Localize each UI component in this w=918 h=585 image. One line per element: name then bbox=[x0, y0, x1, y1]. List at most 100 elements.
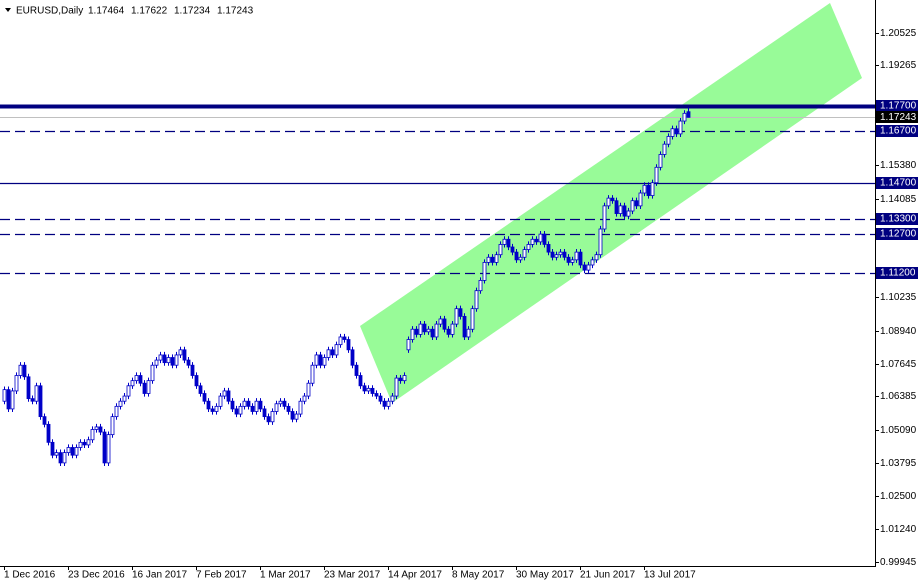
candle-body bbox=[462, 315, 467, 338]
candle-body bbox=[118, 400, 123, 407]
candle-body bbox=[30, 398, 35, 402]
candle-body bbox=[222, 390, 227, 397]
candle-body bbox=[514, 251, 519, 261]
candle-body bbox=[366, 387, 371, 392]
candle-body bbox=[498, 244, 503, 256]
candle-body bbox=[290, 411, 295, 420]
candle-body bbox=[354, 364, 359, 376]
candle-body bbox=[78, 441, 83, 448]
candle-body bbox=[426, 328, 431, 333]
y-tick-label: 1.15380 bbox=[880, 160, 917, 171]
y-tick-label: 1.02500 bbox=[880, 491, 917, 502]
candle-body bbox=[234, 408, 239, 415]
x-tick-label: 23 Dec 2016 bbox=[68, 570, 125, 581]
candle-body bbox=[606, 197, 611, 207]
candle-body bbox=[602, 205, 607, 230]
candle-body bbox=[554, 254, 559, 258]
candle-body bbox=[250, 405, 255, 412]
level-label-box bbox=[876, 125, 918, 137]
candle-body bbox=[54, 452, 59, 456]
candle-body bbox=[226, 390, 231, 402]
y-tick-label: 1.07645 bbox=[880, 359, 917, 370]
candle-body bbox=[86, 439, 91, 446]
candle-body bbox=[678, 120, 683, 135]
candle-body bbox=[490, 256, 495, 263]
candle-body bbox=[350, 349, 355, 366]
candle-body bbox=[666, 136, 671, 145]
candle-body bbox=[186, 359, 191, 366]
candle-body bbox=[274, 403, 279, 412]
candle-body bbox=[670, 128, 675, 137]
candle-body bbox=[414, 328, 419, 335]
x-tick-label: 23 Mar 2017 bbox=[324, 570, 381, 581]
candle-body bbox=[242, 400, 247, 407]
candle-body bbox=[178, 349, 183, 356]
candle-body bbox=[406, 339, 411, 351]
candle-body bbox=[478, 280, 483, 292]
candle-body bbox=[134, 375, 139, 382]
candle-body bbox=[386, 400, 391, 407]
channel bbox=[360, 3, 862, 403]
candle-body bbox=[390, 395, 395, 402]
menu-arrow bbox=[5, 8, 11, 12]
candle-body bbox=[682, 112, 687, 122]
candle-body bbox=[46, 423, 51, 443]
candle-body bbox=[210, 408, 215, 412]
x-tick-label: 1 Mar 2017 bbox=[260, 570, 311, 581]
candle-body bbox=[550, 251, 555, 258]
y-tick-label: 1.05090 bbox=[880, 425, 917, 436]
candle-body bbox=[486, 256, 491, 263]
candle-body bbox=[22, 364, 27, 378]
candle-body bbox=[42, 416, 47, 425]
candle-body bbox=[306, 382, 311, 397]
candle-body bbox=[370, 387, 375, 394]
level-label: 1.11200 bbox=[880, 268, 916, 279]
candle-body bbox=[246, 400, 251, 407]
candle-body bbox=[454, 308, 459, 325]
candle-body bbox=[466, 328, 471, 338]
candle-body bbox=[258, 400, 263, 410]
y-tick-label: 1.06385 bbox=[880, 391, 917, 402]
candle-body bbox=[534, 238, 539, 243]
candle-body bbox=[110, 416, 115, 436]
candle-body bbox=[230, 400, 235, 410]
candle-body bbox=[422, 323, 427, 333]
x-tick-label: 13 Jul 2017 bbox=[644, 570, 696, 581]
candle-body bbox=[546, 244, 551, 253]
candle-body bbox=[342, 336, 347, 340]
candle-body bbox=[162, 354, 167, 364]
candle-body bbox=[650, 182, 655, 196]
candle-body bbox=[302, 395, 307, 402]
candle-body bbox=[578, 251, 583, 266]
candle-body bbox=[170, 357, 175, 366]
candle-body bbox=[82, 441, 87, 446]
candle-body bbox=[262, 408, 267, 418]
candle-body bbox=[574, 251, 579, 261]
candle-body bbox=[458, 308, 463, 317]
candle-body bbox=[202, 393, 207, 402]
candle-body bbox=[430, 328, 435, 338]
candle-body bbox=[502, 238, 507, 245]
candle-body bbox=[402, 375, 407, 382]
candle-body bbox=[58, 452, 63, 464]
x-tick-label: 21 Jun 2017 bbox=[580, 570, 635, 581]
level-label-box bbox=[876, 228, 918, 240]
candle-body bbox=[338, 336, 343, 346]
candle-body bbox=[182, 349, 187, 361]
candle-body bbox=[330, 349, 335, 356]
candle-body bbox=[294, 413, 299, 420]
candle-body bbox=[146, 380, 151, 394]
candle-body bbox=[286, 405, 291, 412]
candle-body bbox=[194, 375, 199, 387]
level-label: 1.17700 bbox=[880, 101, 917, 112]
candle-body bbox=[394, 377, 399, 397]
candle-body bbox=[214, 405, 219, 412]
candle-body bbox=[326, 349, 331, 358]
candle-body bbox=[542, 233, 547, 245]
candle-body bbox=[442, 318, 447, 330]
candle-body bbox=[654, 166, 659, 184]
candle-body bbox=[74, 447, 79, 456]
candle-body bbox=[558, 251, 563, 256]
candle-body bbox=[130, 380, 135, 387]
